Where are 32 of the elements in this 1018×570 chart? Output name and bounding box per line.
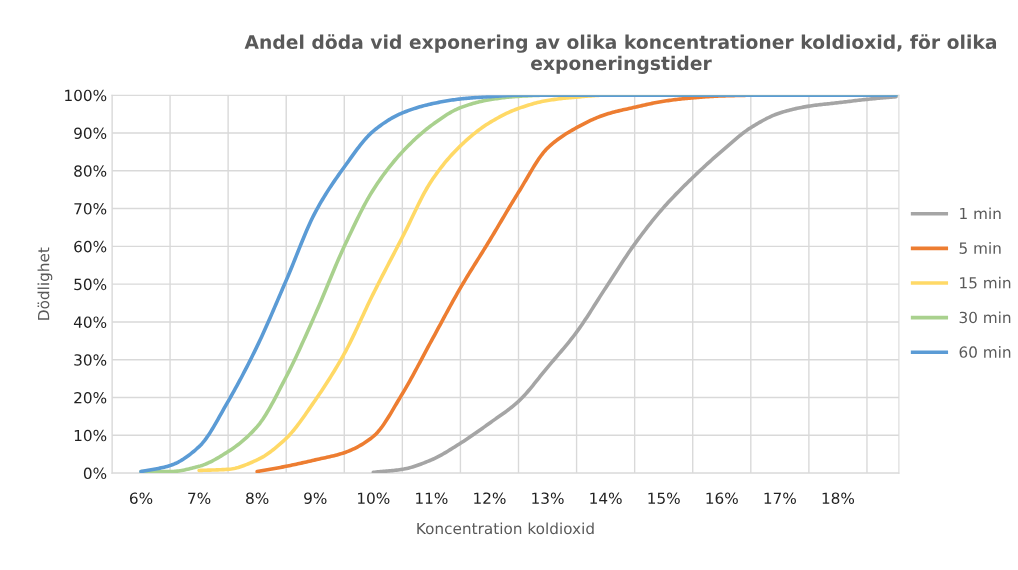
chart-title: Andel döda vid exponering av olika koncentrationer koldioxid, för olika exponeringstider [244, 34, 997, 74]
legend-label: 15 min [960, 276, 1011, 289]
y-tick-label: 0% [83, 467, 107, 480]
y-tick-label: 30% [74, 354, 107, 366]
y-tick-label: 90% [74, 127, 107, 139]
y-tick-label: 80% [74, 165, 107, 177]
x-tick-label: 11% [416, 492, 448, 504]
y-tick-label: 50% [74, 278, 107, 291]
x-tick-label: 15% [648, 492, 680, 504]
y-tick-label: 40% [73, 316, 107, 328]
x-tick-label: 9% [304, 492, 327, 504]
x-tick-label: 8% [246, 492, 269, 504]
legend-label: 30 min [959, 311, 1011, 324]
x-tick-label: 12% [474, 492, 506, 504]
x-tick-label: 10% [358, 492, 390, 504]
x-axis-title: Koncentration koldioxid [417, 522, 594, 535]
x-tick-label: 14% [590, 492, 622, 504]
x-tick-label: 18% [822, 492, 855, 504]
x-tick-label: 7% [188, 492, 211, 504]
legend-label: 60 min [959, 346, 1011, 358]
y-tick-label: 70% [74, 203, 107, 215]
x-tick-label: 16% [706, 492, 738, 504]
y-tick-label: 20% [74, 391, 107, 404]
y-axis-title: Dödlighet [37, 247, 53, 320]
y-tick-label: 100% [65, 89, 107, 102]
legend-label: 1 min [960, 207, 1001, 220]
y-tick-label: 60% [74, 240, 107, 253]
legend-label: 5 min [959, 242, 1001, 254]
x-tick-label: 6% [129, 492, 153, 504]
x-tick-label: 13% [532, 492, 564, 504]
x-tick-label: 17% [764, 492, 796, 504]
y-tick-label: 10% [74, 429, 107, 442]
